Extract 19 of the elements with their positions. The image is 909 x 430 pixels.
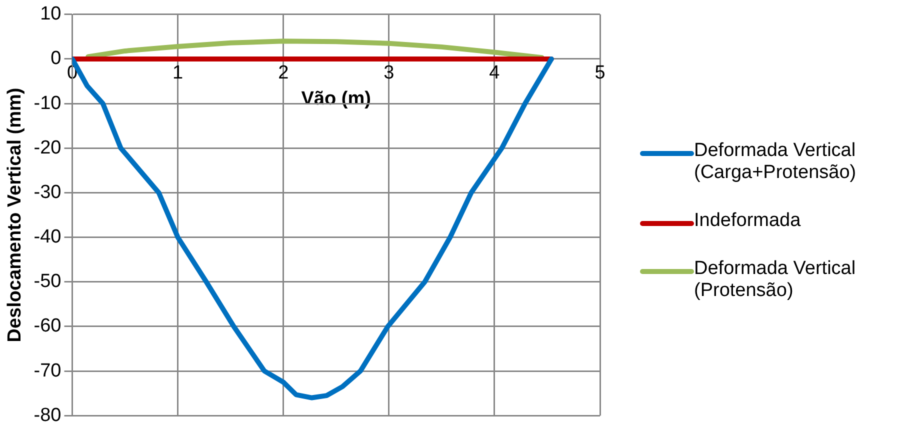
y-tick-label: -50 (34, 271, 62, 292)
x-tick-label: 4 (489, 62, 500, 84)
y-tick-label: 10 (40, 4, 62, 25)
y-tick-label: -20 (34, 137, 62, 158)
y-tick-label: -70 (34, 360, 62, 382)
y-tick-label: -10 (34, 92, 62, 114)
y-tick-label: -80 (34, 404, 62, 426)
legend-label: Indeformada (694, 210, 802, 232)
x-tick-label: 5 (594, 62, 606, 84)
x-tick-label: 2 (278, 62, 289, 84)
y-tick-label: 0 (50, 48, 62, 70)
legend-label: Deformada Vertical (Protensão) (694, 258, 857, 302)
y-tick-label: -40 (34, 226, 62, 248)
x-tick-label: 3 (384, 62, 394, 84)
legend-label: Deformada Vertical (Carga+Protensão) (694, 140, 858, 184)
y-tick-label: -30 (34, 182, 62, 203)
y-tick-label: -60 (34, 316, 62, 337)
x-tick-label: 1 (172, 62, 184, 84)
y-axis-title: Deslocamento Vertical (mm) (4, 88, 26, 342)
